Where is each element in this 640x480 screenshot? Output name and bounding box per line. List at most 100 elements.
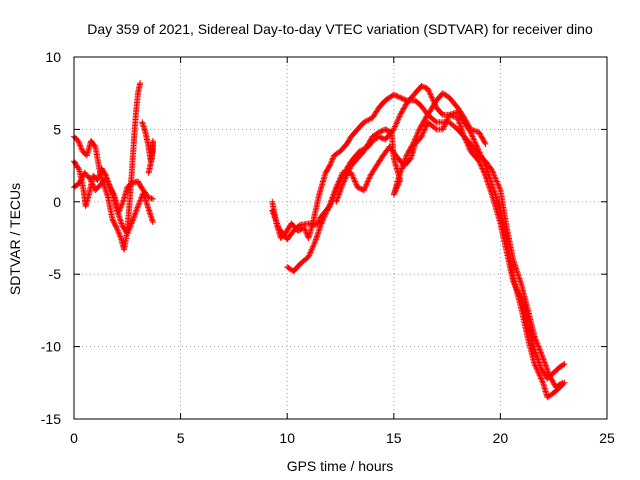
data-point-marker xyxy=(335,178,342,185)
data-point-marker xyxy=(270,210,277,217)
data-point-marker xyxy=(342,175,349,182)
data-point-marker xyxy=(366,175,373,182)
data-point-marker xyxy=(76,140,83,147)
data-point-marker xyxy=(337,175,344,182)
data-point-marker xyxy=(113,223,119,230)
data-point-marker xyxy=(538,352,545,359)
x-tick-label: 10 xyxy=(279,430,295,446)
data-point-marker xyxy=(105,180,112,186)
data-point-marker xyxy=(419,130,426,137)
data-point-marker xyxy=(415,127,422,134)
x-axis-label: GPS time / hours xyxy=(287,458,394,474)
data-point-marker xyxy=(364,178,371,185)
y-tick-label: -15 xyxy=(41,411,61,427)
data-point-marker xyxy=(362,118,369,125)
data-point-marker xyxy=(441,123,448,130)
data-point-marker xyxy=(326,203,333,210)
data-point-marker xyxy=(428,93,435,100)
data-point-marker xyxy=(510,279,517,286)
data-point-marker xyxy=(110,191,117,198)
data-point-marker xyxy=(129,217,136,224)
data-point-marker xyxy=(119,200,126,207)
data-point-marker xyxy=(339,181,346,188)
data-point-marker xyxy=(77,143,84,150)
data-point-marker xyxy=(361,187,367,194)
data-point-marker xyxy=(400,159,407,166)
data-point-marker xyxy=(135,203,141,210)
data-point-marker xyxy=(75,138,82,144)
data-point-marker xyxy=(481,139,488,146)
data-point-marker xyxy=(479,165,486,172)
data-point-marker xyxy=(403,152,410,159)
data-point-marker xyxy=(439,126,446,133)
data-point-marker xyxy=(478,134,485,141)
data-point-marker xyxy=(323,208,330,215)
data-point-marker xyxy=(461,135,468,142)
data-point-marker xyxy=(476,149,483,156)
data-point-marker xyxy=(489,168,496,175)
data-point-marker xyxy=(136,198,143,205)
data-point-marker xyxy=(305,253,312,260)
data-point-marker xyxy=(478,162,484,169)
data-point-marker xyxy=(560,380,567,387)
data-point-marker xyxy=(363,181,370,188)
data-point-marker xyxy=(421,126,428,133)
data-point-marker xyxy=(464,140,471,147)
data-point-marker xyxy=(549,377,556,384)
data-point-marker xyxy=(443,117,450,124)
data-point-marker xyxy=(517,294,524,301)
data-point-marker xyxy=(491,174,498,181)
data-point-marker xyxy=(418,133,425,140)
data-point-marker xyxy=(310,242,317,249)
data-point-marker xyxy=(474,143,481,150)
data-point-marker xyxy=(330,193,336,199)
data-point-marker xyxy=(319,217,326,224)
data-point-marker xyxy=(379,127,386,134)
data-point-marker xyxy=(512,282,519,289)
data-point-marker xyxy=(538,375,545,382)
series-arc-8 xyxy=(333,90,489,205)
data-point-marker xyxy=(475,146,482,153)
chart-title: Day 359 of 2021, Sidereal Day-to-day VTE… xyxy=(87,21,593,37)
data-point-marker xyxy=(493,177,500,184)
data-point-marker xyxy=(409,142,416,149)
data-point-marker xyxy=(326,162,333,169)
data-point-marker xyxy=(513,285,520,292)
y-tick-label: 0 xyxy=(53,194,61,210)
data-point-marker xyxy=(432,125,439,132)
data-point-marker xyxy=(432,118,439,125)
series-arc-3 xyxy=(71,80,144,253)
plot-frame xyxy=(73,56,608,420)
data-point-marker xyxy=(535,369,542,376)
data-point-marker xyxy=(481,171,488,178)
y-axis-label: SDTVAR / TECUs xyxy=(7,183,23,295)
y-tick-label: -5 xyxy=(49,266,62,282)
data-point-marker xyxy=(476,129,483,136)
data-point-marker xyxy=(75,165,82,172)
y-tick-label: 10 xyxy=(45,49,61,65)
data-point-marker xyxy=(411,136,418,143)
data-point-marker xyxy=(536,372,543,379)
data-point-marker xyxy=(394,93,401,100)
data-point-marker xyxy=(442,120,449,127)
data-point-marker xyxy=(149,219,156,226)
data-point-marker xyxy=(417,125,424,132)
data-point-marker xyxy=(494,180,501,186)
data-point-marker xyxy=(405,149,411,156)
data-point-marker xyxy=(355,184,362,191)
data-point-marker xyxy=(145,169,152,176)
data-point-marker xyxy=(386,128,393,135)
data-point-marker xyxy=(476,130,483,137)
data-point-marker xyxy=(116,230,123,237)
data-point-marker xyxy=(329,156,336,163)
data-point-marker xyxy=(472,140,479,147)
x-tick-label: 25 xyxy=(599,430,615,446)
data-point-marker xyxy=(378,134,385,141)
data-point-marker xyxy=(308,248,315,254)
data-point-marker xyxy=(115,208,122,215)
x-tick-label: 20 xyxy=(493,430,509,446)
data-point-marker xyxy=(481,138,488,145)
data-point-marker xyxy=(543,363,550,370)
